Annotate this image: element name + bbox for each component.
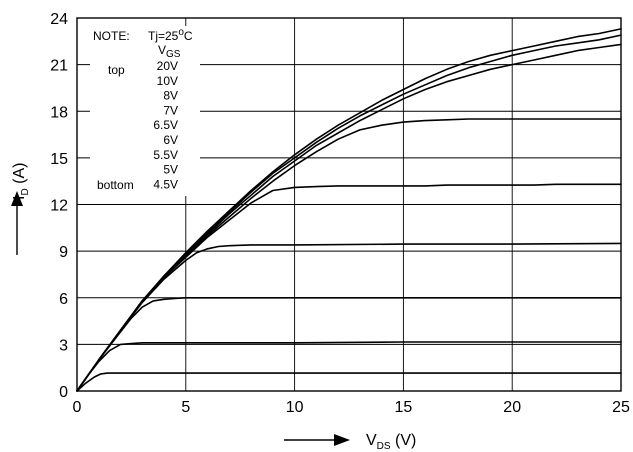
y-axis-arrow-icon bbox=[11, 191, 23, 206]
vgs-level-label: 7V bbox=[163, 103, 178, 117]
vgs-level-label: 6.5V bbox=[153, 118, 178, 132]
series-line-5 bbox=[76, 183, 622, 392]
x-axis-title: VDS (V) bbox=[284, 432, 416, 452]
x-axis-label: VDS (V) bbox=[366, 432, 416, 452]
x-axis-arrow-icon bbox=[334, 434, 350, 446]
series-line-8 bbox=[76, 341, 622, 392]
series-line-6 bbox=[76, 242, 622, 392]
curves bbox=[76, 28, 622, 392]
y-tick-label: 9 bbox=[59, 244, 68, 261]
y-tick-label: 24 bbox=[50, 11, 68, 28]
vgs-level-label: 10V bbox=[157, 74, 178, 88]
tick-labels: 0 5 10 15 20 25 0 3 6 9 12 15 18 21 24 bbox=[50, 11, 630, 416]
vgs-level-label: 5.5V bbox=[153, 148, 178, 162]
note-label: NOTE: bbox=[93, 29, 130, 43]
note-condition: Tj=25oC bbox=[148, 27, 193, 43]
y-tick-label: 21 bbox=[50, 58, 68, 75]
vgs-level-label: 6V bbox=[163, 133, 178, 147]
y-tick-label: 6 bbox=[59, 291, 68, 308]
top-label: top bbox=[108, 63, 125, 77]
y-axis-title: ID (A) bbox=[11, 163, 31, 255]
bottom-label: bottom bbox=[97, 178, 134, 192]
y-tick-label: 18 bbox=[50, 104, 68, 121]
x-tick-label: 15 bbox=[395, 399, 413, 416]
y-tick-label: 12 bbox=[50, 198, 68, 215]
vgs-header: VGS bbox=[158, 43, 181, 60]
x-tick-label: 10 bbox=[286, 399, 304, 416]
series-line-3 bbox=[76, 43, 622, 392]
vgs-level-label: 8V bbox=[163, 89, 178, 103]
x-tick-label: 20 bbox=[503, 399, 521, 416]
x-tick-label: 0 bbox=[73, 399, 82, 416]
plot-area-frame bbox=[76, 17, 622, 392]
x-tick-label: 5 bbox=[181, 399, 190, 416]
vgs-level-label: 4.5V bbox=[153, 177, 178, 191]
note-background bbox=[90, 26, 200, 196]
series-line-7 bbox=[76, 297, 622, 392]
note-block: NOTE: Tj=25oC VGS top bottom 20V10V8V7V6… bbox=[93, 27, 193, 192]
x-tick-label: 25 bbox=[612, 399, 630, 416]
series-line-9 bbox=[76, 372, 622, 392]
vgs-level-label: 5V bbox=[163, 163, 178, 177]
y-tick-label: 3 bbox=[59, 337, 68, 354]
y-axis-label: ID (A) bbox=[11, 163, 31, 200]
vgs-level-label: 20V bbox=[157, 59, 178, 73]
y-tick-label: 15 bbox=[50, 151, 68, 168]
y-tick-label: 0 bbox=[59, 384, 68, 401]
gridlines bbox=[77, 18, 621, 391]
